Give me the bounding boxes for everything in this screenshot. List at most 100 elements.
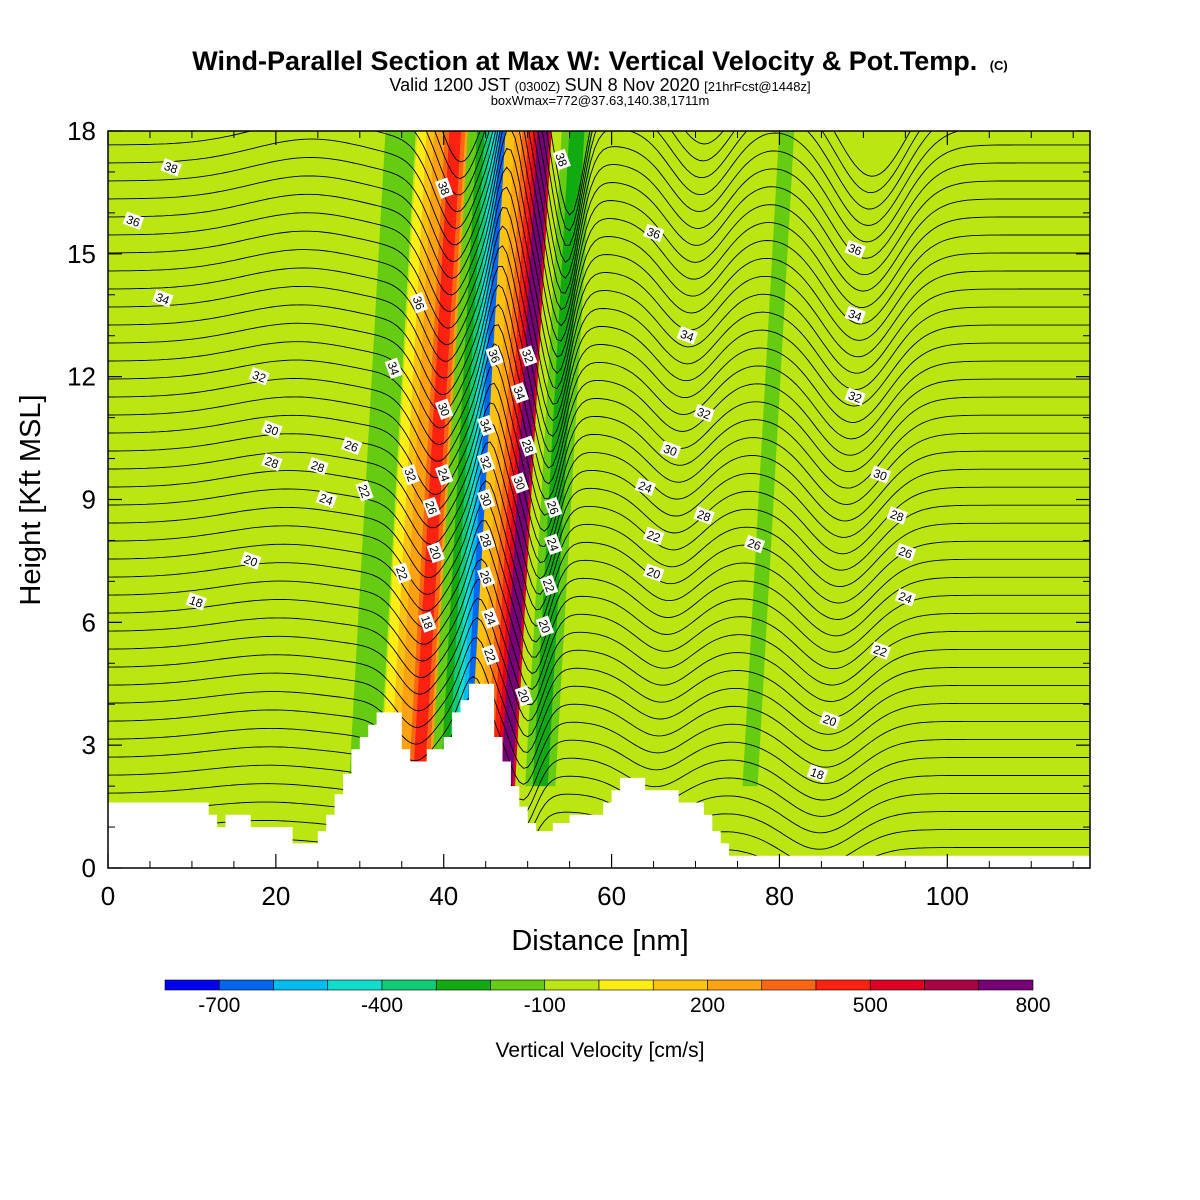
colorbar-swatch — [869, 979, 925, 991]
contour-label: 36 — [409, 292, 429, 314]
theta-contour-line — [108, 362, 1090, 532]
contour-label-text: 22 — [540, 577, 558, 595]
contour-label: 32 — [476, 451, 496, 474]
contour-label-text: 34 — [678, 327, 696, 345]
contour-label: 26 — [544, 496, 563, 519]
contour-label-text: 30 — [510, 474, 528, 492]
contour-label: 28 — [261, 452, 283, 472]
colorbar-swatch — [435, 979, 491, 991]
contour-label-text: 32 — [250, 368, 268, 386]
x-tick-label: 60 — [597, 881, 626, 911]
contour-label-text: 32 — [695, 405, 713, 423]
contour-label: 36 — [844, 240, 866, 259]
contour-label-text: 20 — [536, 618, 554, 636]
x-tick-label: 0 — [101, 881, 115, 911]
contour-label-text: 30 — [435, 401, 453, 419]
contour-label: 32 — [401, 464, 420, 486]
theta-contour-line — [108, 637, 1090, 753]
contour-label-text: 28 — [519, 438, 537, 456]
contour-label-box — [894, 543, 917, 562]
contour-label-box — [510, 472, 529, 494]
contour-label-box — [844, 240, 866, 259]
contour-label-text: 36 — [485, 348, 503, 366]
contour-label-text: 30 — [477, 491, 495, 509]
y-tick-label: 0 — [82, 853, 96, 883]
contour-label-box — [384, 357, 404, 380]
y-tick-label: 12 — [67, 362, 96, 392]
contour-label-box — [481, 607, 500, 629]
contour-label-box — [844, 387, 866, 406]
contour-label-text: 32 — [846, 388, 864, 406]
contour-label-box — [535, 615, 555, 637]
theta-contour-line — [108, 245, 1090, 437]
contour-label: 20 — [515, 685, 534, 707]
contour-label: 32 — [693, 403, 715, 423]
theta-contour-line — [108, 617, 1090, 738]
colorbar-swatch — [707, 979, 763, 991]
y-tick-label: 18 — [67, 116, 96, 146]
contour-label-box — [315, 489, 338, 509]
contour-label: 26 — [340, 436, 363, 455]
colorbar-label: Vertical Velocity [cm/s] — [496, 1039, 705, 1062]
y-tick-label: 15 — [67, 239, 96, 269]
colorbar-tick-label: 500 — [853, 994, 888, 1017]
contour-label-box — [844, 305, 866, 325]
colorbar-tick-label: 200 — [690, 994, 725, 1017]
contour-label-box — [643, 223, 665, 243]
contour-label: 38 — [160, 158, 182, 177]
velocity-band-1 — [356, 131, 409, 787]
contour-label-text: 34 — [154, 290, 172, 308]
colorbar-swatch — [598, 979, 654, 991]
contour-label: 20 — [535, 615, 555, 637]
contour-label-box — [261, 420, 283, 439]
chart-subtitle: Valid 1200 JST (0300Z) SUN 8 Nov 2020 [2… — [389, 75, 810, 95]
contour-label: 24 — [634, 477, 657, 496]
contour-label: 22 — [355, 480, 374, 502]
contour-label-box — [409, 292, 429, 314]
contour-label-text: 34 — [846, 306, 864, 324]
contour-label-box — [886, 506, 908, 525]
colorbar-swatch — [544, 979, 600, 991]
theta-contour-line — [108, 520, 1090, 658]
contour-label-text: 18 — [418, 614, 436, 632]
theta-contour-line — [108, 266, 1090, 452]
contour-label-text: 22 — [393, 565, 411, 583]
contour-label-text: 32 — [519, 348, 537, 366]
theta-contour-line — [108, 421, 1090, 580]
contour-label-box — [476, 488, 496, 511]
contour-label-text: 28 — [263, 454, 281, 472]
contour-label: 18 — [418, 611, 437, 633]
contour-label-box — [476, 451, 496, 474]
contour-label: 36 — [485, 345, 504, 367]
contour-label-box — [510, 382, 529, 404]
contour-label-text: 24 — [637, 478, 655, 496]
theta-contour-line — [108, 186, 1090, 390]
theta-contour-line — [108, 441, 1090, 595]
contour-label-box — [476, 414, 496, 437]
contour-label-box — [261, 452, 283, 472]
theta-contour-line — [108, 402, 1090, 564]
contour-label-box — [307, 457, 329, 476]
contour-label-box — [240, 551, 262, 570]
theta-contour-line — [108, 754, 1090, 848]
contour-label: 26 — [477, 566, 496, 588]
x-tick-label: 40 — [429, 881, 458, 911]
contour-label-text: 38 — [162, 159, 180, 177]
theta-contour-line — [108, 284, 1090, 469]
contour-label: 24 — [315, 489, 338, 509]
contour-label-box — [693, 506, 715, 525]
colorbar-swatch — [381, 979, 437, 991]
velocity-band-8 — [826, 131, 879, 787]
colorbar-tick-label: 800 — [1015, 994, 1050, 1017]
contour-label-box — [401, 464, 420, 486]
theta-contour-line — [108, 131, 1090, 294]
contour-label-text: 24 — [435, 466, 453, 484]
chart-title: Wind-Parallel Section at Max W: Vertical… — [192, 46, 1007, 76]
contour-label: 24 — [435, 464, 454, 486]
contour-label-text: 34 — [477, 417, 495, 435]
contour-label-text: 26 — [422, 499, 440, 517]
contour-label-box — [643, 526, 665, 546]
colorbar-swatch — [978, 979, 1034, 991]
contour-label-text: 20 — [821, 712, 839, 730]
